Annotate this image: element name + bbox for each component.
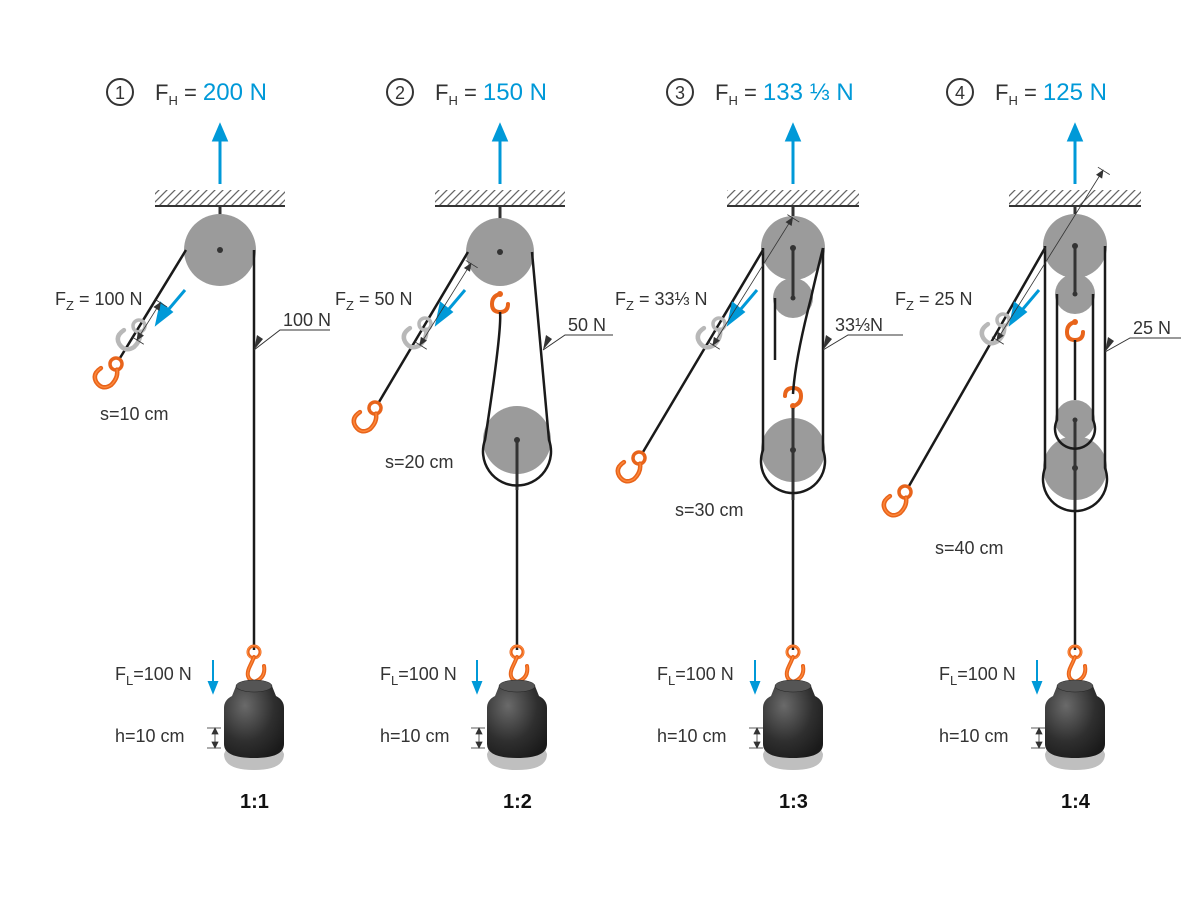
load-hook-icon	[511, 646, 528, 683]
fh-label: FH = 150 N	[435, 79, 547, 108]
load-hook-icon	[248, 646, 265, 683]
tension-label: 50 N	[568, 315, 606, 335]
system-2: 2 FH = 150 N FZ = 50 N 50 N s=20 cm FL=1…	[335, 79, 613, 813]
fh-label: FH = 133 ⅓ N	[715, 79, 854, 108]
fl-arrow	[209, 660, 217, 692]
badge-num: 2	[395, 83, 405, 103]
fz-label: FZ = 50 N	[335, 289, 413, 313]
load-hook-icon	[1069, 646, 1086, 683]
system-3: 3 FH = 133 ⅓ N FZ = 33⅓ N 33⅓N s=30 cm	[614, 79, 903, 813]
fl-label: FL=100 N	[939, 664, 1016, 688]
pull-hook-icon	[880, 481, 915, 520]
badge-num: 4	[955, 83, 965, 103]
h-label: h=10 cm	[380, 726, 450, 746]
badge-num: 1	[115, 83, 125, 103]
h-label: h=10 cm	[115, 726, 185, 746]
fz-arrow	[157, 290, 185, 323]
weight-icon	[487, 680, 547, 770]
s-label: s=10 cm	[100, 404, 169, 424]
badge-num: 3	[675, 83, 685, 103]
ratio-label: 1:2	[503, 791, 532, 813]
tension-label: 100 N	[283, 310, 331, 330]
pull-hook-icon	[350, 397, 385, 436]
h-label: h=10 cm	[939, 726, 1009, 746]
s-label: s=40 cm	[935, 538, 1004, 558]
weight-icon	[224, 680, 284, 770]
load-hook-icon	[787, 646, 804, 683]
pull-hook-icon	[614, 447, 649, 486]
pull-hook-icon	[91, 353, 126, 392]
tension-label: 33⅓N	[835, 315, 883, 335]
s-label: s=20 cm	[385, 452, 454, 472]
ratio-label: 1:1	[240, 791, 269, 813]
fh-value: 200 N	[203, 79, 267, 106]
s-label: s=30 cm	[675, 500, 744, 520]
fz-label: FZ = 33⅓ N	[615, 289, 708, 313]
fl-label: FL=100 N	[115, 664, 192, 688]
ratio-label: 1:4	[1061, 791, 1091, 813]
fh-label: FH = 200 N	[155, 79, 267, 108]
fz-label: FZ = 100 N	[55, 289, 143, 313]
fl-label: FL=100 N	[380, 664, 457, 688]
h-label: h=10 cm	[657, 726, 727, 746]
weight-icon	[1045, 680, 1105, 770]
anchor-hook-icon	[492, 291, 508, 312]
fl-label: FL=100 N	[657, 664, 734, 688]
ratio-label: 1:3	[779, 791, 808, 813]
fz-label: FZ = 25 N	[895, 289, 973, 313]
tension-label: 25 N	[1133, 318, 1171, 338]
fh-arrow	[214, 126, 226, 184]
fz-value: 100 N	[94, 289, 142, 309]
anchor-hook-icon	[1067, 319, 1083, 340]
fh-label: FH = 125 N	[995, 79, 1107, 108]
weight-icon	[763, 680, 823, 770]
ceiling	[155, 190, 285, 206]
fl-value: 100 N	[144, 664, 192, 684]
system-1: 1 FH = 200 N FZ = 100 N 100 N s=10 cm FL…	[55, 79, 331, 813]
system-4: 4 FH = 125 N FZ = 25 N 25 N s=40 cm	[880, 79, 1181, 813]
